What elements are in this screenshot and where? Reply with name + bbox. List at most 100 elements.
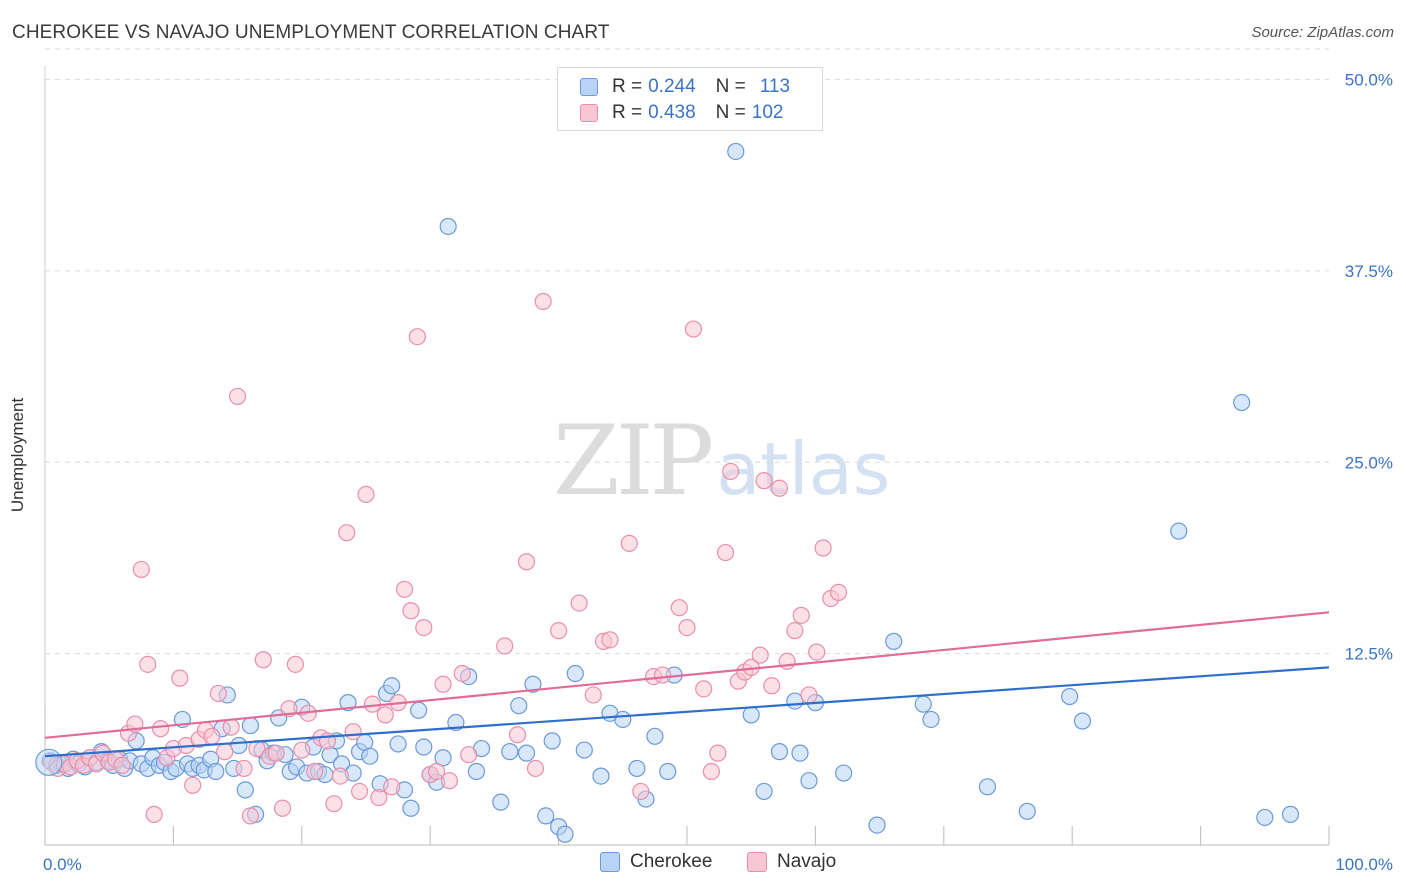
y-tick-label: 25.0% — [1345, 453, 1393, 472]
navajo-point — [508, 726, 527, 744]
x-tick-label: 0.0% — [43, 855, 82, 874]
cherokee-point — [868, 816, 886, 834]
navajo-point — [357, 485, 375, 504]
x-tick-label: 100.0% — [1335, 855, 1393, 874]
legend-item-cherokee[interactable]: Cherokee — [600, 851, 712, 873]
navajo-point — [620, 534, 638, 552]
navajo-point — [814, 539, 832, 557]
navajo-point — [570, 594, 588, 612]
navajo-point — [770, 479, 789, 497]
navajo-point — [408, 328, 426, 346]
navajo-point — [363, 695, 382, 713]
cherokee-point — [755, 782, 773, 801]
navajo-point — [383, 778, 401, 796]
cherokee-point — [35, 748, 63, 776]
trend-layer — [44, 611, 1330, 758]
cherokee-point — [1233, 393, 1251, 412]
cherokee-point — [492, 793, 510, 811]
cherokee-point — [415, 738, 433, 756]
cherokee-point — [800, 772, 818, 790]
cherokee-point — [236, 781, 254, 799]
legend-label-cherokee: Cherokee — [630, 851, 713, 872]
navajo-point — [203, 727, 221, 745]
y-tick-label: 12.5% — [1345, 645, 1393, 664]
navajo-point — [808, 643, 826, 661]
cherokee-point — [1018, 802, 1036, 820]
legend-row-cherokee: R = 0.244 N = 113 — [580, 75, 790, 99]
cherokee-point — [339, 694, 357, 712]
navajo-point — [763, 677, 781, 695]
cherokee-point — [614, 710, 632, 729]
chart-title: CHEROKEE VS NAVAJO UNEMPLOYMENT CORRELAT… — [12, 22, 610, 43]
cherokee-point — [742, 706, 760, 724]
navajo-point — [184, 776, 202, 794]
navajo-point — [171, 669, 189, 687]
navajo-point — [755, 472, 773, 490]
cherokee-point — [556, 825, 574, 843]
n-label: N = — [715, 76, 746, 97]
navajo-point — [584, 686, 602, 704]
cherokee-point — [1073, 712, 1092, 730]
n-label: N = — [715, 102, 746, 123]
navajo-point — [434, 675, 452, 693]
r-value: 0.244 — [648, 76, 696, 97]
cherokee-point — [524, 675, 542, 693]
navajo-point — [286, 655, 304, 673]
navajo-point — [695, 680, 713, 698]
cherokee-point — [510, 697, 528, 715]
cherokee-point — [501, 743, 519, 761]
cherokee-point — [1061, 687, 1079, 706]
navajo-point — [370, 788, 388, 807]
cherokee-point — [1256, 808, 1274, 827]
legend-label-navajo: Navajo — [777, 851, 837, 872]
navajo-point — [113, 756, 131, 774]
navajo-point — [132, 560, 150, 579]
navajo-point — [829, 583, 848, 601]
navajo-legend-swatch — [747, 852, 767, 872]
navajo-point — [632, 782, 650, 801]
navajo-point — [709, 744, 727, 762]
cherokee-point — [410, 701, 428, 719]
navajo-point — [517, 553, 536, 571]
cherokee-point — [1281, 805, 1300, 823]
navajo-point — [601, 631, 619, 649]
navajo-point — [549, 622, 568, 640]
navajo-point — [151, 720, 170, 738]
n-value: 113 — [759, 76, 791, 97]
cherokee-point — [537, 807, 555, 825]
navajo-point — [338, 524, 356, 542]
cherokee-point — [646, 727, 664, 745]
cherokee-point — [566, 664, 584, 683]
navajo-point — [145, 805, 163, 823]
cherokee-trend-line — [44, 666, 1330, 758]
cherokee-point — [439, 217, 457, 236]
navajo-point — [254, 651, 272, 669]
navajo-point — [684, 320, 703, 338]
cherokee-point — [389, 735, 407, 753]
navajo-point — [395, 580, 414, 598]
y-tick-label: 37.5% — [1345, 262, 1393, 281]
cherokee-point — [467, 762, 486, 781]
navajo-point — [344, 723, 362, 741]
navajo-point — [722, 462, 740, 481]
series-legend: Cherokee Navajo — [0, 851, 1406, 877]
cherokee-point — [791, 744, 809, 762]
navajo-point — [702, 762, 720, 781]
points-layer — [35, 142, 1300, 843]
r-value: 0.438 — [648, 102, 696, 123]
navajo-point — [496, 637, 514, 655]
legend-item-navajo[interactable]: Navajo — [747, 851, 836, 873]
y-tick-label: 50.0% — [1345, 71, 1393, 90]
navajo-trend-line — [44, 611, 1330, 739]
navajo-point — [350, 782, 369, 801]
navajo-point — [273, 799, 292, 817]
navajo-point — [293, 741, 311, 759]
legend-row-navajo: R = 0.438 N = 102 — [580, 101, 783, 125]
cherokee-point — [361, 747, 379, 765]
navajo-point — [139, 655, 157, 673]
cherokee-point — [241, 716, 260, 735]
cherokee-point — [207, 762, 225, 781]
navajo-point — [678, 618, 696, 637]
cherokee-legend-swatch — [600, 852, 620, 872]
